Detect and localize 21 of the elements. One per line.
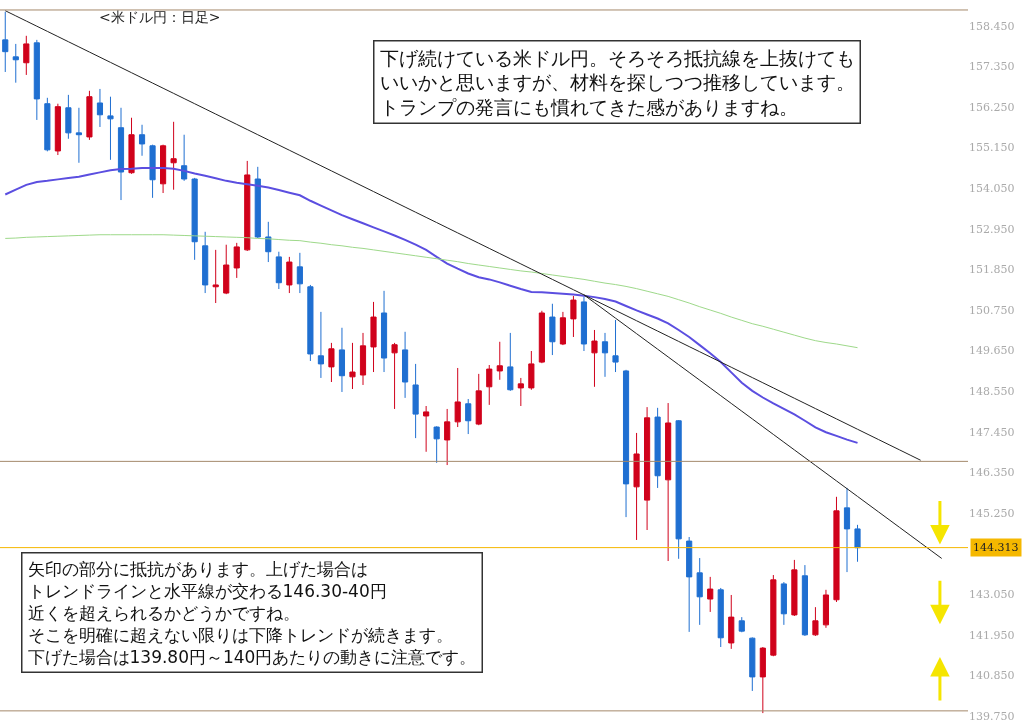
y-tick-label: 156.250 (969, 100, 1015, 114)
y-tick-label: 146.350 (969, 466, 1015, 480)
y-tick-label: 139.750 (969, 709, 1015, 723)
y-tick-label: 149.650 (969, 344, 1015, 358)
y-tick-label: 147.450 (969, 425, 1015, 439)
ref-line-label: 144.313 (973, 541, 1019, 554)
y-tick-label: 141.950 (969, 628, 1015, 642)
annotation: 下げ続けている米ドル円。そろそろ抵抗線を上抜けてもいいかと思いますが、材料を探しつつ推移しています。トランプの発言にも慣れてきた感がありますね。 (379, 46, 855, 118)
y-tick-label: 154.050 (969, 182, 1015, 196)
y-tick-label: 150.750 (969, 303, 1015, 317)
y-tick-label: 157.350 (969, 60, 1015, 74)
y-tick-label: 152.950 (969, 222, 1015, 236)
y-tick-label: 158.450 (969, 19, 1015, 33)
y-tick-label: 145.250 (969, 506, 1015, 520)
y-tick-label: 151.850 (969, 263, 1015, 277)
y-tick-label: 148.550 (969, 385, 1015, 399)
text: <米ドル円：日足> (99, 9, 221, 25)
y-tick-label: 143.050 (969, 588, 1015, 602)
y-tick-label: 155.150 (969, 141, 1015, 155)
y-tick-label: 140.850 (969, 669, 1015, 683)
annotation: 矢印の部分に抵抗があります。上げた場合はトレンドラインと水平線が交わる146.30-40円近くを超えられるかどうかですね。そこを明確に超えない限りは下降トレンドが続きます。下げた場合は139.80円～140円あたりの動きに注意です。 (27, 558, 477, 667)
